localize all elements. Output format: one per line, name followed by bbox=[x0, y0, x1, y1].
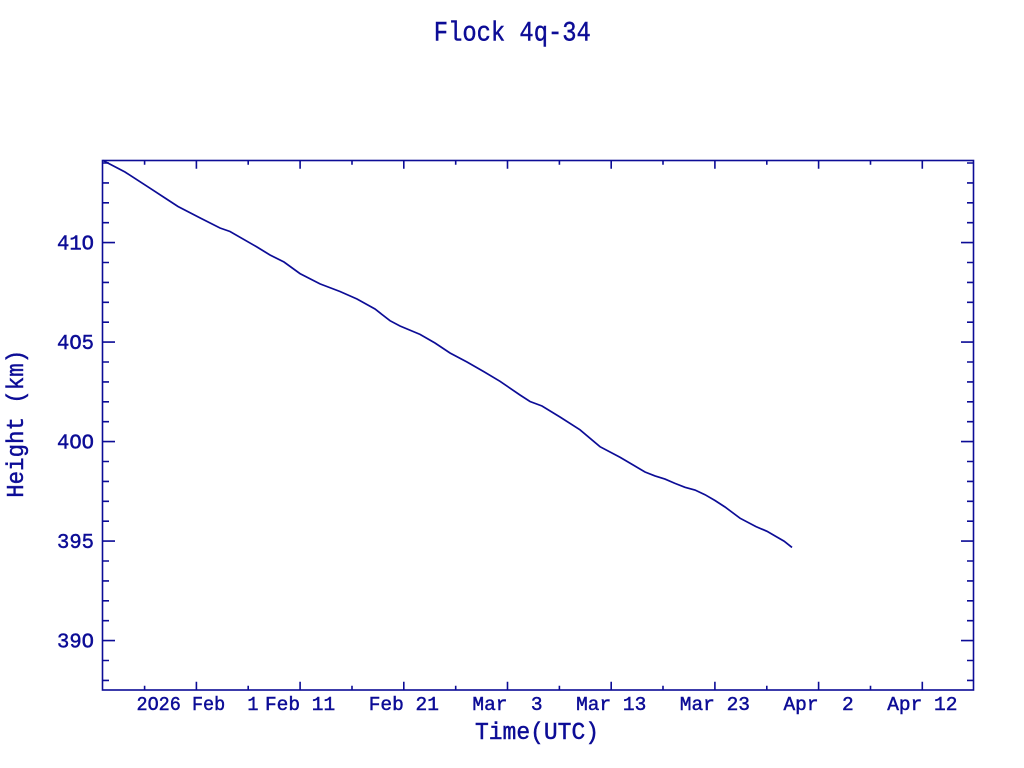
svg-text:Mar 23: Mar 23 bbox=[680, 694, 750, 716]
svg-text:Feb 21: Feb 21 bbox=[369, 694, 439, 716]
svg-text:Feb 11: Feb 11 bbox=[265, 694, 335, 716]
svg-text:395: 395 bbox=[57, 531, 94, 555]
svg-text:39O: 39O bbox=[57, 630, 94, 654]
svg-text:Apr 12: Apr 12 bbox=[887, 694, 957, 716]
svg-text:Time(UTC): Time(UTC) bbox=[475, 720, 599, 747]
svg-text:4OO: 4OO bbox=[57, 431, 94, 455]
svg-text:41O: 41O bbox=[57, 232, 94, 256]
svg-text:4O5: 4O5 bbox=[57, 332, 94, 356]
svg-text:Mar 13: Mar 13 bbox=[576, 694, 646, 716]
svg-text:Mar 3: Mar 3 bbox=[472, 694, 542, 716]
svg-text:Height (km): Height (km) bbox=[4, 350, 31, 498]
svg-text:2O26 Feb 1: 2O26 Feb 1 bbox=[137, 694, 259, 716]
svg-text:Flock 4q-34: Flock 4q-34 bbox=[434, 18, 591, 49]
svg-text:Apr 2: Apr 2 bbox=[783, 694, 853, 716]
